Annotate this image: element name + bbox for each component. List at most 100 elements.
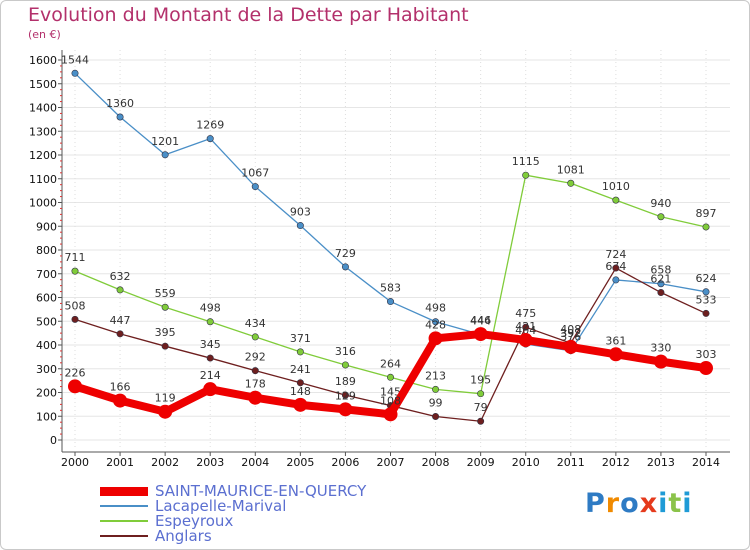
legend: SAINT-MAURICE-EN-QUERCY Lacapelle-Mariva… — [100, 482, 420, 545]
legend-item[interactable]: Lacapelle-Marival — [100, 497, 420, 515]
data-point — [71, 267, 79, 275]
data-point — [206, 354, 214, 362]
data-point — [203, 382, 218, 397]
legend-item[interactable]: SAINT-MAURICE-EN-QUERCY — [100, 482, 420, 500]
data-point — [518, 333, 533, 348]
data-label: 498 — [425, 302, 446, 315]
y-tick-label: 1000 — [29, 197, 57, 210]
data-label: 119 — [155, 392, 176, 405]
data-label: 624 — [696, 272, 717, 285]
data-label: 79 — [474, 401, 488, 414]
proxiti-logo: Proxiti — [585, 488, 693, 519]
y-tick-label: 900 — [36, 220, 57, 233]
legend-swatch — [100, 505, 148, 507]
y-tick-label: 0 — [50, 434, 57, 447]
data-label: 475 — [515, 307, 536, 320]
data-point — [657, 213, 665, 221]
x-tick-label: 2001 — [106, 456, 134, 469]
data-point — [251, 333, 259, 341]
y-tick-label: 1400 — [29, 102, 57, 115]
data-label: 621 — [650, 273, 671, 286]
data-label: 729 — [335, 247, 356, 260]
data-point — [386, 373, 394, 381]
x-tick-label: 2003 — [196, 456, 224, 469]
data-point — [161, 151, 169, 159]
legend-item[interactable]: Anglars — [100, 527, 420, 545]
data-point — [116, 286, 124, 294]
data-label: 583 — [380, 282, 401, 295]
logo-letter: t — [668, 488, 683, 519]
x-tick-label: 2009 — [467, 456, 495, 469]
data-point — [657, 280, 665, 288]
data-point — [296, 348, 304, 356]
data-point — [206, 318, 214, 326]
data-label: 421 — [515, 320, 536, 333]
data-label: 316 — [335, 345, 356, 358]
data-point — [612, 196, 620, 204]
y-tick-label: 1100 — [29, 173, 57, 186]
x-tick-label: 2008 — [422, 456, 450, 469]
y-tick-label: 800 — [36, 244, 57, 257]
data-label: 213 — [425, 369, 446, 382]
data-point — [161, 303, 169, 311]
x-tick-label: 2012 — [602, 456, 630, 469]
data-label: 345 — [200, 338, 221, 351]
data-point — [612, 264, 620, 272]
data-point — [432, 318, 440, 326]
y-tick-label: 400 — [36, 339, 57, 352]
data-label: 99 — [429, 396, 443, 409]
x-tick-label: 2011 — [557, 456, 585, 469]
data-label: 361 — [605, 334, 626, 347]
data-point — [702, 288, 710, 296]
data-point — [473, 327, 488, 342]
y-tick-label: 300 — [36, 363, 57, 376]
data-label: 508 — [65, 299, 86, 312]
data-point — [341, 361, 349, 369]
data-point — [432, 412, 440, 420]
data-point — [653, 354, 668, 369]
data-point — [477, 390, 485, 398]
x-tick-label: 2006 — [331, 456, 359, 469]
data-point — [477, 417, 485, 425]
data-label: 903 — [290, 206, 311, 219]
data-point — [699, 361, 713, 376]
data-point — [702, 309, 710, 317]
data-label: 559 — [155, 287, 176, 300]
data-label: 371 — [290, 332, 311, 345]
legend-label: SAINT-MAURICE-EN-QUERCY — [155, 482, 367, 500]
data-label: 940 — [650, 197, 671, 210]
legend-item[interactable]: Espeyroux — [100, 512, 420, 530]
data-point — [432, 385, 440, 393]
data-label: 108 — [380, 394, 401, 407]
data-label: 1115 — [512, 155, 540, 168]
unit-label: (en €) — [28, 28, 61, 41]
data-label: 241 — [290, 363, 311, 376]
data-label: 1067 — [241, 167, 269, 180]
x-tick-label: 2005 — [286, 456, 314, 469]
data-label: 1360 — [106, 97, 134, 110]
data-point — [612, 276, 620, 284]
data-point — [341, 263, 349, 271]
data-point — [116, 113, 124, 121]
y-tick-label: 1600 — [29, 54, 57, 67]
data-point — [71, 69, 79, 77]
data-label: 533 — [696, 293, 717, 306]
data-label: 444 — [470, 315, 491, 328]
data-label: 166 — [110, 381, 131, 394]
data-point — [116, 330, 124, 338]
data-label: 330 — [650, 342, 671, 355]
y-tick-label: 700 — [36, 268, 57, 281]
data-point — [522, 171, 530, 179]
data-label: 658 — [650, 264, 671, 277]
data-label: 148 — [290, 385, 311, 398]
data-label: 1081 — [557, 163, 585, 176]
data-label: 408 — [560, 323, 581, 336]
data-point — [428, 331, 443, 346]
data-point — [113, 393, 128, 408]
logo-letter: r — [605, 488, 621, 519]
logo-letter: i — [658, 488, 669, 519]
data-label: 632 — [110, 270, 131, 283]
data-point — [293, 397, 308, 412]
y-tick-label: 1300 — [29, 125, 57, 138]
data-label: 1010 — [602, 180, 630, 193]
